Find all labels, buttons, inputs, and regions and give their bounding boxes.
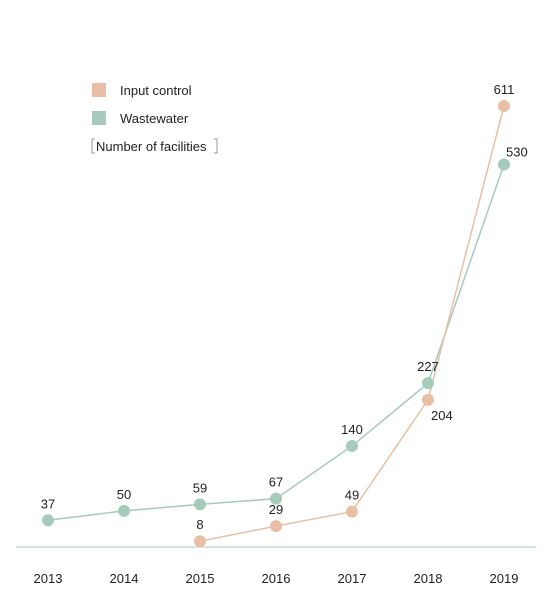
x-tick-label-2014: 2014 [110,571,139,586]
value-label-wastewater-2013: 37 [41,496,55,511]
value-label-wastewater-2014: 50 [117,487,131,502]
x-tick-label-2019: 2019 [490,571,519,586]
x-tick-label-2015: 2015 [186,571,215,586]
data-point-wastewater-2017 [346,439,358,452]
value-label-input-control-2019: 611 [494,82,515,97]
data-point-wastewater-2013 [42,514,54,527]
x-tick-label-2018: 2018 [414,571,443,586]
data-point-input-control-2017 [346,505,358,518]
data-point-input-control-2019 [498,100,510,112]
x-tick-label-2013: 2013 [34,571,63,586]
value-label-wastewater-2019: 530 [506,144,528,159]
value-labels: 37 50 59 67 140 227 530 8 29 49 204 611 [41,82,528,532]
data-point-input-control-2016 [270,520,282,533]
data-point-wastewater-2018 [422,377,434,390]
value-label-input-control-2018: 204 [431,408,453,423]
value-label-wastewater-2015: 59 [193,480,207,495]
x-tick-labels: 2013 2014 2015 2016 2017 2018 2019 [34,571,519,586]
legend-label-input-control: Input control [120,83,192,98]
legend-swatch-input-control [92,83,106,97]
series-points [42,100,510,548]
data-point-input-control-2018 [422,393,434,406]
data-point-input-control-2015 [194,535,206,548]
unit-label: Number of facilities [96,139,207,154]
data-point-wastewater-2016 [270,492,282,505]
series-line-wastewater [47,164,505,522]
value-label-input-control-2017: 49 [345,488,359,503]
value-label-input-control-2015: 8 [196,517,203,532]
x-tick-label-2017: 2017 [338,571,367,586]
value-label-wastewater-2018: 227 [417,359,439,374]
x-tick-label-2016: 2016 [262,571,291,586]
legend-label-wastewater: Wastewater [120,111,189,126]
value-label-input-control-2016: 29 [269,502,283,517]
legend: Input control Wastewater Number of facil… [91,83,218,154]
data-point-wastewater-2015 [194,498,206,511]
unit-bracket-left [91,138,95,154]
value-label-wastewater-2016: 67 [269,475,283,490]
legend-swatch-wastewater [92,111,106,125]
series-line-input-control [199,105,505,542]
data-point-wastewater-2019 [498,158,510,171]
data-point-wastewater-2014 [118,504,130,517]
unit-bracket-right [214,138,218,154]
value-label-wastewater-2017: 140 [341,422,363,437]
